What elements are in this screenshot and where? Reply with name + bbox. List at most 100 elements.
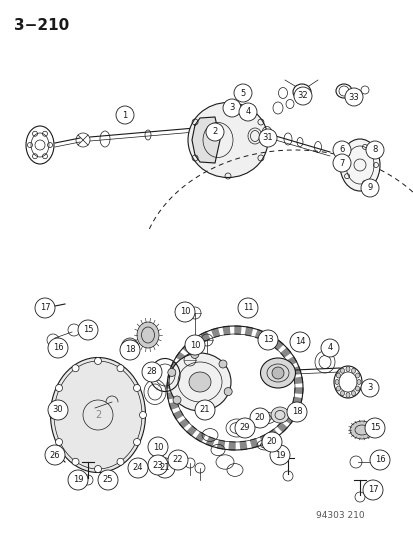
Polygon shape — [294, 388, 302, 393]
Circle shape — [259, 129, 276, 147]
Circle shape — [78, 320, 98, 340]
Text: 20: 20 — [266, 438, 277, 447]
Polygon shape — [166, 383, 175, 388]
Polygon shape — [260, 435, 268, 444]
Circle shape — [45, 445, 65, 465]
Text: 5: 5 — [240, 88, 245, 98]
Text: 31: 31 — [262, 133, 273, 142]
Polygon shape — [289, 407, 298, 414]
Circle shape — [360, 379, 378, 397]
Text: 21: 21 — [199, 406, 210, 415]
Circle shape — [48, 400, 68, 420]
Circle shape — [167, 368, 176, 376]
Text: 15: 15 — [83, 326, 93, 335]
Circle shape — [50, 411, 56, 418]
Circle shape — [365, 141, 383, 159]
Circle shape — [120, 340, 140, 360]
Text: 4: 4 — [327, 343, 332, 352]
Ellipse shape — [345, 367, 349, 372]
Circle shape — [360, 179, 378, 197]
Text: 25: 25 — [102, 475, 113, 484]
Circle shape — [72, 458, 79, 465]
Ellipse shape — [351, 368, 355, 373]
Circle shape — [286, 402, 306, 422]
Ellipse shape — [336, 373, 339, 378]
Ellipse shape — [189, 372, 211, 392]
Circle shape — [139, 411, 146, 418]
Text: 4: 4 — [245, 108, 250, 117]
Polygon shape — [191, 337, 200, 346]
Circle shape — [133, 439, 140, 446]
Ellipse shape — [351, 391, 355, 396]
Circle shape — [98, 470, 118, 490]
Circle shape — [68, 470, 88, 490]
Circle shape — [218, 360, 226, 368]
Ellipse shape — [345, 392, 349, 398]
Polygon shape — [206, 437, 214, 446]
Polygon shape — [255, 330, 263, 339]
Circle shape — [147, 455, 168, 475]
Circle shape — [175, 302, 195, 322]
Circle shape — [147, 437, 168, 457]
Ellipse shape — [334, 379, 338, 384]
Polygon shape — [286, 357, 296, 365]
Ellipse shape — [339, 368, 344, 373]
Circle shape — [261, 432, 281, 452]
Text: 2: 2 — [95, 410, 101, 420]
Circle shape — [249, 408, 269, 428]
Circle shape — [94, 465, 101, 472]
Text: 10: 10 — [189, 341, 200, 350]
Text: 21: 21 — [159, 464, 170, 472]
Text: 32: 32 — [297, 92, 308, 101]
Text: 26: 26 — [50, 450, 60, 459]
Text: 7: 7 — [339, 158, 344, 167]
Ellipse shape — [121, 338, 139, 358]
Polygon shape — [250, 439, 258, 448]
Circle shape — [320, 339, 338, 357]
Circle shape — [55, 384, 62, 392]
Polygon shape — [171, 362, 180, 369]
Text: 24: 24 — [133, 464, 143, 472]
Text: 14: 14 — [294, 337, 304, 346]
Circle shape — [293, 87, 311, 105]
Text: 10: 10 — [179, 308, 190, 317]
Circle shape — [362, 480, 382, 500]
Ellipse shape — [339, 391, 344, 396]
Polygon shape — [179, 419, 189, 428]
Circle shape — [142, 362, 161, 382]
Text: 6: 6 — [339, 146, 344, 155]
Ellipse shape — [50, 358, 145, 472]
Circle shape — [289, 332, 309, 352]
Circle shape — [168, 450, 188, 470]
Circle shape — [94, 358, 101, 365]
Circle shape — [201, 406, 209, 414]
Polygon shape — [228, 442, 235, 450]
Polygon shape — [201, 332, 209, 341]
Circle shape — [133, 384, 140, 392]
Text: 30: 30 — [52, 406, 63, 415]
Text: 17: 17 — [367, 486, 377, 495]
Circle shape — [271, 367, 283, 379]
Ellipse shape — [356, 379, 360, 384]
Circle shape — [235, 418, 254, 438]
Polygon shape — [176, 352, 185, 361]
Text: 2: 2 — [212, 127, 217, 136]
Text: 17: 17 — [40, 303, 50, 312]
Text: 19: 19 — [274, 450, 285, 459]
Circle shape — [173, 396, 180, 404]
Circle shape — [332, 154, 350, 172]
Text: 8: 8 — [371, 146, 377, 155]
Circle shape — [233, 84, 252, 102]
Text: 20: 20 — [254, 414, 265, 423]
Circle shape — [48, 338, 68, 358]
Circle shape — [332, 141, 350, 159]
Polygon shape — [273, 341, 282, 350]
Ellipse shape — [355, 386, 358, 391]
Text: 28: 28 — [146, 367, 157, 376]
Polygon shape — [186, 426, 196, 435]
Circle shape — [53, 450, 59, 456]
Polygon shape — [173, 411, 183, 419]
Text: 9: 9 — [366, 183, 372, 192]
Ellipse shape — [355, 373, 358, 378]
Text: 18: 18 — [124, 345, 135, 354]
